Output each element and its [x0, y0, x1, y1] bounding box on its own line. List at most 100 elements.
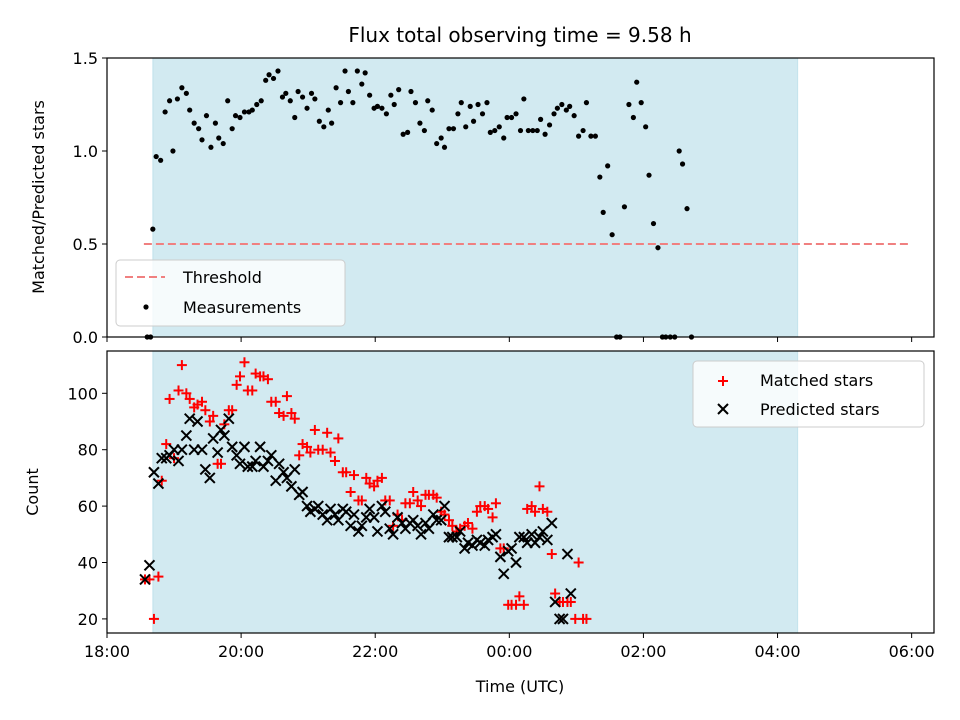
measurement-point — [463, 124, 469, 130]
measurement-point — [174, 96, 181, 102]
predicted-star-point — [340, 506, 352, 518]
measurement-point — [158, 157, 164, 163]
predicted-star-point — [223, 412, 235, 425]
measurement-point — [592, 133, 598, 139]
measurement-point — [237, 114, 243, 121]
matched-star-point — [309, 424, 320, 435]
predicted-star-point — [490, 528, 502, 541]
measurement-point — [605, 163, 611, 169]
measurement-point — [241, 109, 248, 115]
measurement-point — [325, 107, 331, 113]
predicted-star-point — [427, 508, 440, 521]
measurement-point — [279, 94, 286, 100]
predicted-star-point — [451, 531, 463, 543]
measurement-point — [292, 114, 298, 121]
measurement-point — [458, 100, 464, 106]
matched-star-point — [345, 487, 356, 497]
bottom-y-tick-label: 20 — [78, 610, 98, 629]
measurement-point — [492, 127, 498, 134]
top-y-axis-label: Matched/Predicted stars — [29, 100, 48, 294]
measurement-point — [170, 148, 176, 154]
legend-predicted-label: Predicted stars — [760, 400, 880, 419]
matched-star-point — [467, 523, 478, 534]
measurement-point — [580, 127, 586, 134]
predicted-star-point — [454, 525, 466, 538]
bottom-y-tick-label: 100 — [67, 384, 98, 403]
predicted-star-point — [312, 500, 324, 512]
measurement-point — [342, 68, 348, 74]
x-tick-label: 06:00 — [889, 642, 935, 661]
measurement-point — [249, 107, 255, 113]
measurement-point — [191, 120, 197, 126]
legend-measurements-label: Measurements — [183, 298, 301, 317]
measurement-point — [183, 90, 189, 96]
predicted-star-point — [204, 472, 216, 484]
matched-star-point — [208, 410, 219, 421]
measurement-point — [521, 96, 527, 102]
predicted-star-point — [143, 559, 156, 572]
measurement-point — [484, 100, 490, 106]
measurement-point — [345, 88, 351, 95]
measurement-point — [283, 90, 289, 96]
matched-star-point — [148, 613, 159, 624]
matched-star-point — [322, 427, 333, 438]
measurement-point — [396, 87, 402, 93]
predicted-star-point — [458, 542, 471, 555]
measurement-point — [408, 88, 414, 95]
x-axis-label: Time (UTC) — [475, 677, 564, 696]
predicted-star-point — [561, 548, 574, 560]
predicted-star-point — [546, 517, 558, 529]
matched-star-point — [153, 571, 164, 582]
measurement-point — [429, 107, 435, 113]
top-legend-frame — [115, 259, 346, 327]
matched-star-point — [161, 439, 172, 450]
matched-star-point — [196, 396, 207, 407]
measurement-point — [571, 113, 577, 119]
matched-star-point — [542, 506, 553, 517]
matched-star-point — [573, 557, 584, 568]
measurement-point — [626, 101, 632, 108]
measurement-point — [400, 131, 406, 137]
measurement-point — [496, 124, 502, 130]
matched-star-point — [412, 495, 423, 506]
measurement-point — [417, 120, 423, 126]
predicted-star-point — [254, 441, 266, 453]
measurement-point — [630, 114, 636, 121]
matched-star-point — [234, 371, 245, 382]
matched-star-point — [498, 543, 509, 554]
predicted-star-point — [446, 531, 459, 543]
measurement-point — [379, 105, 385, 111]
predicted-star-point — [518, 531, 530, 543]
predicted-star-point — [148, 466, 160, 478]
matched-star-point — [173, 385, 184, 396]
predicted-star-point — [191, 415, 204, 428]
predicted-star-point — [533, 531, 546, 543]
predicted-star-point — [438, 500, 451, 512]
matched-star-point — [169, 453, 180, 464]
measurement-point — [621, 204, 628, 210]
predicted-star-point — [273, 458, 285, 470]
measurement-point — [559, 101, 565, 108]
predicted-star-point — [352, 525, 365, 538]
measurement-point — [479, 111, 486, 117]
measurement-point — [600, 209, 606, 215]
bottom-series-predicted-stars — [139, 412, 577, 625]
bottom-series-matched-stars — [139, 357, 592, 624]
predicted-star-point — [180, 429, 193, 442]
measurement-point — [470, 118, 477, 124]
matched-star-point — [530, 506, 541, 517]
count-panel: 20 40 60 80 100 18:00 20:00 22:00 00:00 02:00 04:0… — [67, 350, 935, 661]
predicted-star-point — [329, 508, 341, 521]
measurement-point — [333, 85, 339, 91]
measurement-point — [567, 103, 573, 109]
predicted-star-point — [139, 573, 151, 586]
legend-threshold-label: Threshold — [182, 268, 262, 287]
predicted-star-point — [384, 522, 396, 535]
predicted-star-point — [415, 528, 427, 541]
predicted-star-point — [549, 596, 561, 608]
matched-star-point — [176, 360, 187, 371]
measurement-point — [530, 127, 536, 134]
measurement-point — [187, 107, 193, 113]
measurement-point — [551, 111, 557, 117]
measurement-point — [684, 206, 690, 212]
